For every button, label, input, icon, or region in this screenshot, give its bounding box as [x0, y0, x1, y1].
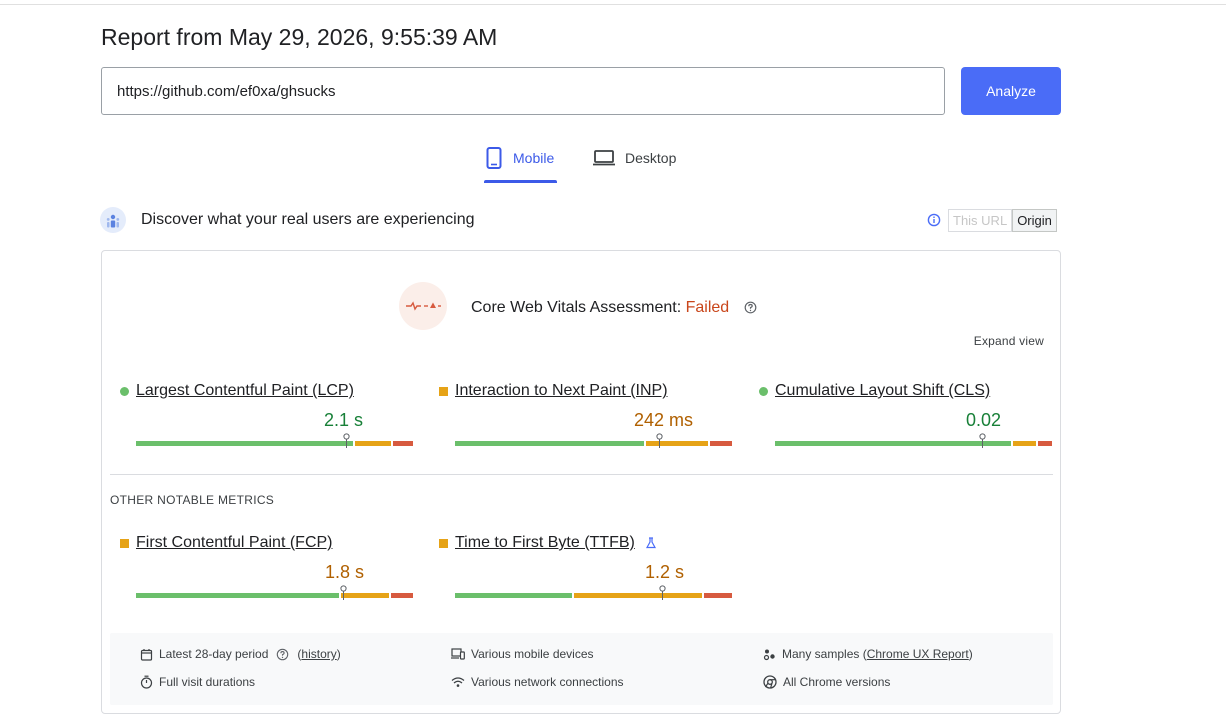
toggle-origin[interactable]: Origin [1012, 209, 1057, 232]
durations-text: Full visit durations [159, 675, 256, 689]
experimental-beaker-icon [645, 537, 657, 549]
chrome-icon [763, 675, 777, 689]
durations-item: Full visit durations [140, 675, 255, 689]
phone-icon [486, 147, 502, 169]
distribution-segment-good [775, 441, 1012, 446]
info-icon[interactable] [927, 213, 941, 227]
metric-inp-value: 242 ms [634, 410, 694, 430]
analyze-button[interactable]: Analyze [961, 67, 1061, 115]
good-marker-icon [120, 387, 129, 396]
cwv-assessment: Core Web Vitals Assessment: Failed [471, 299, 729, 317]
distribution-segment-poor [709, 441, 732, 446]
history-link[interactable]: history [301, 647, 337, 661]
distribution-segment-needs-improvement [574, 593, 703, 598]
metric-fcp-name[interactable]: First Contentful Paint (FCP) [136, 534, 333, 551]
distribution-segment-good [455, 441, 645, 446]
average-marker-icon [120, 539, 129, 548]
metric-fcp-value: 1.8 s [325, 562, 365, 582]
other-metrics-heading: OTHER NOTABLE METRICS [110, 493, 275, 507]
tab-desktop-label: Desktop [625, 150, 677, 166]
distribution-segment-poor [390, 593, 413, 598]
tab-mobile-label: Mobile [513, 150, 555, 166]
distribution-segment-good [455, 593, 573, 598]
stopwatch-icon [140, 675, 153, 689]
average-marker-icon [439, 539, 448, 548]
metric-fcp-distribution-bar [136, 585, 413, 600]
expand-view-link[interactable]: Expand view [973, 334, 1044, 348]
average-marker-icon [439, 387, 448, 396]
page-title: Report from May 29, 2026, 9:55:39 AM [101, 24, 498, 50]
distribution-segment-good [136, 441, 353, 446]
top-divider [0, 4, 1226, 5]
samples-suffix: ) [968, 647, 973, 661]
help-icon[interactable] [276, 648, 289, 661]
samples-item: Many samples (Chrome UX Report) [763, 647, 973, 661]
toggle-this-url[interactable]: This URL [948, 209, 1013, 232]
distribution-segment-good [136, 593, 339, 598]
metric-inp-distribution-bar [455, 433, 732, 448]
percentile-marker-icon [340, 585, 347, 600]
users-icon [100, 207, 126, 233]
network-item: Various network connections [451, 675, 624, 689]
devices-text: Various mobile devices [471, 647, 594, 661]
network-text: Various network connections [471, 675, 624, 689]
wifi-icon [451, 677, 465, 687]
distribution-segment-needs-improvement [354, 441, 391, 446]
cwv-assessment-status: Failed [685, 299, 730, 316]
samples-prefix: Many samples ( [782, 647, 867, 661]
metric-ttfb-value: 1.2 s [645, 562, 685, 582]
good-marker-icon [759, 387, 768, 396]
help-icon[interactable] [744, 301, 757, 314]
tab-desktop[interactable]: Desktop [592, 145, 676, 183]
metric-lcp-value: 2.1 s [324, 410, 364, 430]
metric-ttfb-distribution-bar [455, 585, 732, 600]
samples-icon [763, 649, 775, 660]
distribution-segment-needs-improvement [1013, 441, 1037, 446]
cwv-assessment-label: Core Web Vitals Assessment: [471, 299, 686, 316]
devices-icon [451, 648, 465, 660]
metric-lcp-name[interactable]: Largest Contentful Paint (LCP) [136, 382, 354, 399]
metric-cls-distribution-bar [775, 433, 1052, 448]
versions-item: All Chrome versions [763, 675, 890, 689]
percentile-marker-icon [979, 433, 986, 448]
metric-lcp-distribution-bar [136, 433, 413, 448]
metric-cls-value: 0.02 [966, 410, 1002, 430]
period-text: Latest 28-day period [159, 647, 269, 661]
crux-heading: Discover what your real users are experi… [141, 211, 475, 228]
period-item: Latest 28-day period (history) [140, 647, 341, 661]
chrome-ux-report-link[interactable]: Chrome UX Report [866, 647, 969, 661]
laptop-icon [593, 150, 615, 166]
versions-text: All Chrome versions [783, 675, 891, 689]
metric-inp-name[interactable]: Interaction to Next Paint (INP) [455, 382, 668, 399]
url-input[interactable] [101, 67, 945, 115]
metric-ttfb-name[interactable]: Time to First Byte (TTFB) [455, 534, 635, 551]
cwv-failed-icon [399, 282, 447, 330]
url-origin-toggle: This URL Origin [948, 209, 1057, 232]
tab-mobile[interactable]: Mobile [484, 145, 557, 183]
devices-item: Various mobile devices [451, 647, 594, 661]
distribution-segment-poor [704, 593, 732, 598]
percentile-marker-icon [659, 585, 666, 600]
calendar-icon [140, 648, 153, 661]
distribution-segment-poor [1038, 441, 1052, 446]
percentile-marker-icon [656, 433, 664, 448]
distribution-segment-needs-improvement [340, 593, 389, 598]
section-divider [110, 474, 1053, 475]
distribution-segment-poor [392, 441, 413, 446]
metric-cls-name[interactable]: Cumulative Layout Shift (CLS) [775, 382, 991, 399]
data-summary-footer: Latest 28-day period (history) Full visi… [110, 633, 1053, 705]
distribution-segment-needs-improvement [646, 441, 708, 446]
field-data-card: Core Web Vitals Assessment: Failed Expan… [101, 250, 1061, 714]
percentile-marker-icon [343, 433, 350, 448]
